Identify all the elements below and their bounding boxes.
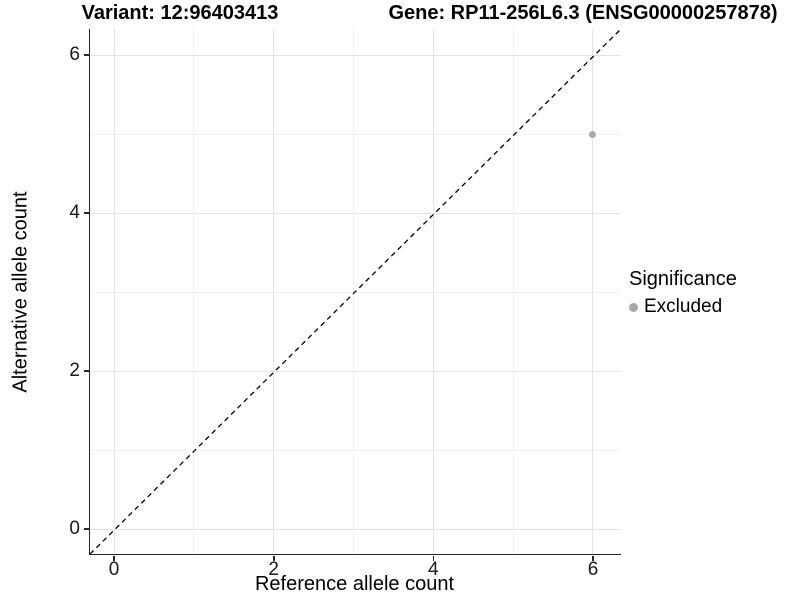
gridline — [592, 29, 594, 554]
y-tick-label: 2 — [69, 360, 80, 381]
legend-entry-excluded: Excluded — [629, 295, 737, 319]
x-tick-mark — [113, 555, 115, 561]
gridline — [90, 213, 621, 214]
legend-entry-label: Excluded — [644, 296, 723, 317]
gridline — [90, 134, 621, 135]
y-tick-mark — [84, 528, 89, 530]
gridline — [193, 29, 195, 554]
x-tick-label: 0 — [108, 559, 120, 580]
x-tick-label: 6 — [587, 559, 599, 580]
gridline — [432, 29, 434, 554]
data-point — [588, 130, 596, 138]
gene-title: Gene: RP11-256L6.3 (ENSG00000257878) — [388, 2, 778, 24]
gridline — [512, 29, 514, 554]
legend-title: Significance — [629, 268, 737, 290]
x-tick-mark — [432, 555, 435, 561]
gridline — [273, 29, 275, 554]
gridline — [90, 371, 621, 372]
variant-title: Variant: 12:96403413 — [81, 2, 279, 24]
y-axis-title: Alternative allele count — [9, 191, 32, 393]
x-tick-label: 4 — [428, 559, 439, 580]
plot-panel — [89, 29, 621, 555]
identity-dashed-line — [90, 29, 621, 554]
gridline — [90, 529, 621, 530]
y-tick-mark — [84, 54, 89, 56]
gridline — [352, 29, 354, 554]
gridline — [90, 292, 621, 293]
x-axis-title: Reference allele count — [254, 573, 454, 595]
gridline — [90, 450, 621, 451]
y-tick-label: 4 — [69, 202, 80, 223]
legend: Significance Excluded — [629, 266, 737, 319]
y-tick-mark — [84, 212, 89, 214]
x-tick-label: 2 — [268, 559, 279, 580]
y-tick-mark — [84, 370, 89, 372]
y-tick-label: 6 — [69, 44, 80, 65]
gridline — [113, 29, 115, 554]
x-tick-mark — [273, 555, 275, 561]
y-tick-label: 0 — [69, 518, 80, 539]
excluded-marker-icon — [629, 302, 638, 312]
x-tick-mark — [592, 555, 594, 561]
gridline — [90, 55, 621, 56]
